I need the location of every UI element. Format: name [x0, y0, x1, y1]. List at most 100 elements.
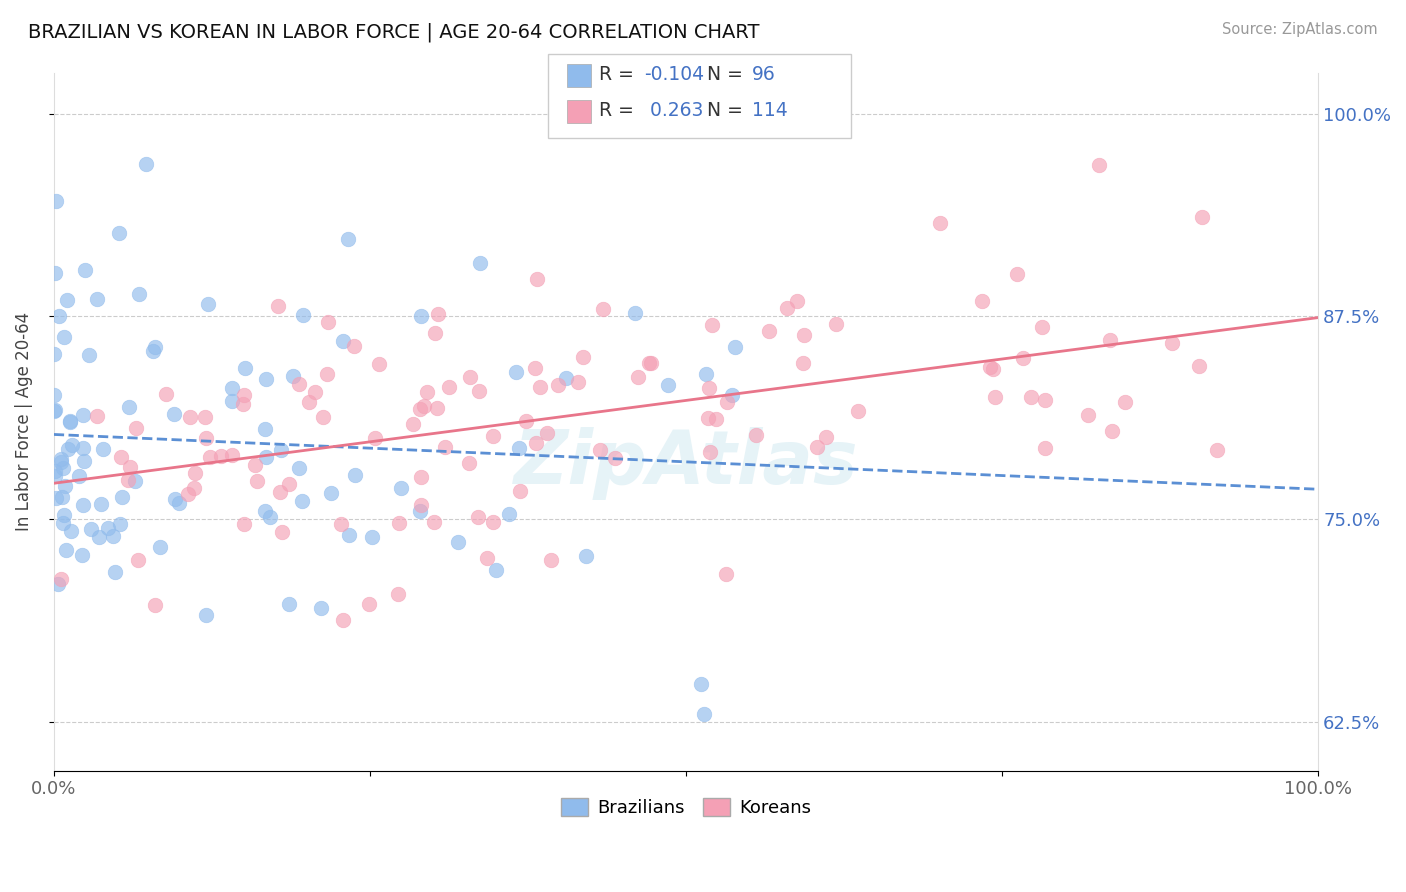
Text: R =: R =: [599, 101, 640, 120]
Point: [411, 469, 433, 483]
Text: N =: N =: [707, 65, 749, 84]
Point: [52, 461, 75, 475]
Point: [53, 479, 76, 493]
Point: [253, 504, 276, 518]
Point: [266, 299, 288, 313]
Point: [979, 360, 1001, 375]
Point: [233, 516, 256, 531]
Point: [163, 408, 186, 422]
Point: [697, 410, 720, 425]
Point: [111, 490, 134, 504]
Point: [592, 301, 614, 316]
Point: [515, 414, 537, 428]
Point: [983, 390, 1005, 404]
Text: N =: N =: [707, 101, 749, 120]
Point: [209, 450, 232, 464]
Point: [693, 707, 716, 722]
Point: [177, 487, 200, 501]
Point: [51, 572, 73, 586]
Point: [343, 339, 366, 353]
Point: [724, 340, 747, 354]
Text: 0.263: 0.263: [644, 101, 703, 120]
Point: [702, 318, 724, 333]
Point: [135, 157, 157, 171]
Point: [524, 361, 547, 376]
Point: [49, 455, 72, 469]
Point: [627, 369, 650, 384]
Point: [498, 507, 520, 521]
Point: [195, 431, 218, 445]
Point: [540, 553, 562, 567]
Point: [721, 388, 744, 402]
Text: -0.104: -0.104: [644, 65, 704, 84]
Point: [56, 442, 79, 456]
Point: [505, 365, 527, 379]
Point: [183, 481, 205, 495]
Point: [806, 441, 828, 455]
Point: [389, 481, 412, 495]
Point: [638, 356, 661, 370]
Point: [117, 473, 139, 487]
Point: [270, 525, 292, 540]
Point: [792, 355, 814, 369]
Point: [49, 452, 72, 467]
Point: [468, 256, 491, 270]
Point: [169, 496, 191, 510]
Point: [468, 384, 491, 399]
Point: [44, 266, 66, 280]
Point: [624, 305, 647, 319]
Point: [108, 226, 131, 240]
Point: [59, 415, 82, 429]
Point: [1191, 210, 1213, 224]
Point: [91, 442, 114, 456]
Point: [409, 309, 432, 323]
Point: [433, 440, 456, 454]
Point: [776, 301, 799, 316]
Point: [278, 597, 301, 611]
Point: [53, 508, 76, 523]
Text: ZipAtlas: ZipAtlas: [513, 427, 858, 500]
Point: [253, 422, 276, 436]
Point: [330, 517, 353, 532]
Text: R =: R =: [599, 65, 640, 84]
Point: [714, 567, 737, 582]
Point: [689, 676, 711, 690]
Point: [72, 548, 94, 562]
Point: [529, 380, 551, 394]
Point: [197, 297, 219, 311]
Point: [269, 484, 291, 499]
Point: [567, 376, 589, 390]
Point: [425, 326, 447, 341]
Point: [361, 530, 384, 544]
Point: [298, 395, 321, 409]
Point: [304, 384, 326, 399]
Point: [73, 262, 96, 277]
Point: [815, 430, 838, 444]
Point: [48, 309, 70, 323]
Point: [337, 231, 360, 245]
Point: [337, 528, 360, 542]
Point: [87, 531, 110, 545]
Point: [484, 563, 506, 577]
Point: [409, 498, 432, 512]
Point: [786, 293, 808, 308]
Text: 114: 114: [752, 101, 787, 120]
Point: [254, 372, 277, 386]
Point: [427, 307, 450, 321]
Point: [184, 466, 207, 480]
Point: [233, 361, 256, 376]
Point: [125, 420, 148, 434]
Point: [1033, 441, 1056, 455]
Point: [194, 410, 217, 425]
Point: [657, 378, 679, 392]
Point: [482, 429, 505, 443]
Point: [460, 370, 482, 384]
Point: [316, 367, 339, 381]
Point: [86, 292, 108, 306]
Point: [332, 613, 354, 627]
Point: [73, 454, 96, 468]
Point: [270, 443, 292, 458]
Point: [72, 441, 94, 455]
Point: [603, 451, 626, 466]
Point: [981, 362, 1004, 376]
